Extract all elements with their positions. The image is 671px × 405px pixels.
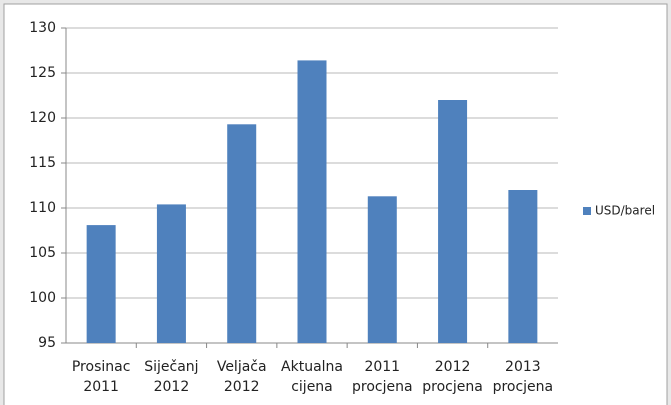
y-tick-label: 95 bbox=[38, 335, 56, 351]
y-tick-label: 110 bbox=[29, 200, 56, 216]
bar bbox=[438, 100, 468, 343]
x-tick-label: 2011 bbox=[83, 379, 119, 395]
x-tick-label: 2012 bbox=[154, 379, 190, 395]
bar bbox=[227, 124, 257, 343]
y-tick-label: 125 bbox=[29, 65, 56, 81]
x-tick-label: Prosinac bbox=[72, 359, 131, 375]
y-tick-label: 100 bbox=[29, 290, 56, 306]
bar bbox=[297, 60, 327, 344]
x-tick-label: 2012 bbox=[224, 379, 260, 395]
y-tick-label: 115 bbox=[29, 155, 56, 171]
y-tick-label: 105 bbox=[29, 245, 56, 261]
x-tick-label: Siječanj bbox=[144, 359, 198, 375]
bar bbox=[508, 190, 538, 343]
bar bbox=[367, 196, 397, 343]
x-tick-label: cijena bbox=[291, 379, 333, 395]
legend-swatch bbox=[583, 207, 591, 215]
x-tick-label: 2011 bbox=[364, 359, 400, 375]
x-tick-label: procjena bbox=[352, 379, 413, 395]
y-tick-label: 120 bbox=[29, 110, 56, 126]
legend-label: USD/barel bbox=[595, 204, 655, 218]
chart-area bbox=[3, 3, 668, 405]
y-tick-label: 130 bbox=[29, 20, 56, 36]
x-tick-label: procjena bbox=[493, 379, 554, 395]
x-tick-label: Aktualna bbox=[281, 359, 343, 375]
x-tick-label: Veljača bbox=[217, 359, 267, 375]
bar bbox=[86, 225, 116, 343]
x-tick-label: procjena bbox=[422, 379, 483, 395]
x-tick-label: 2012 bbox=[435, 359, 471, 375]
bar bbox=[156, 204, 186, 343]
x-tick-label: 2013 bbox=[505, 359, 541, 375]
